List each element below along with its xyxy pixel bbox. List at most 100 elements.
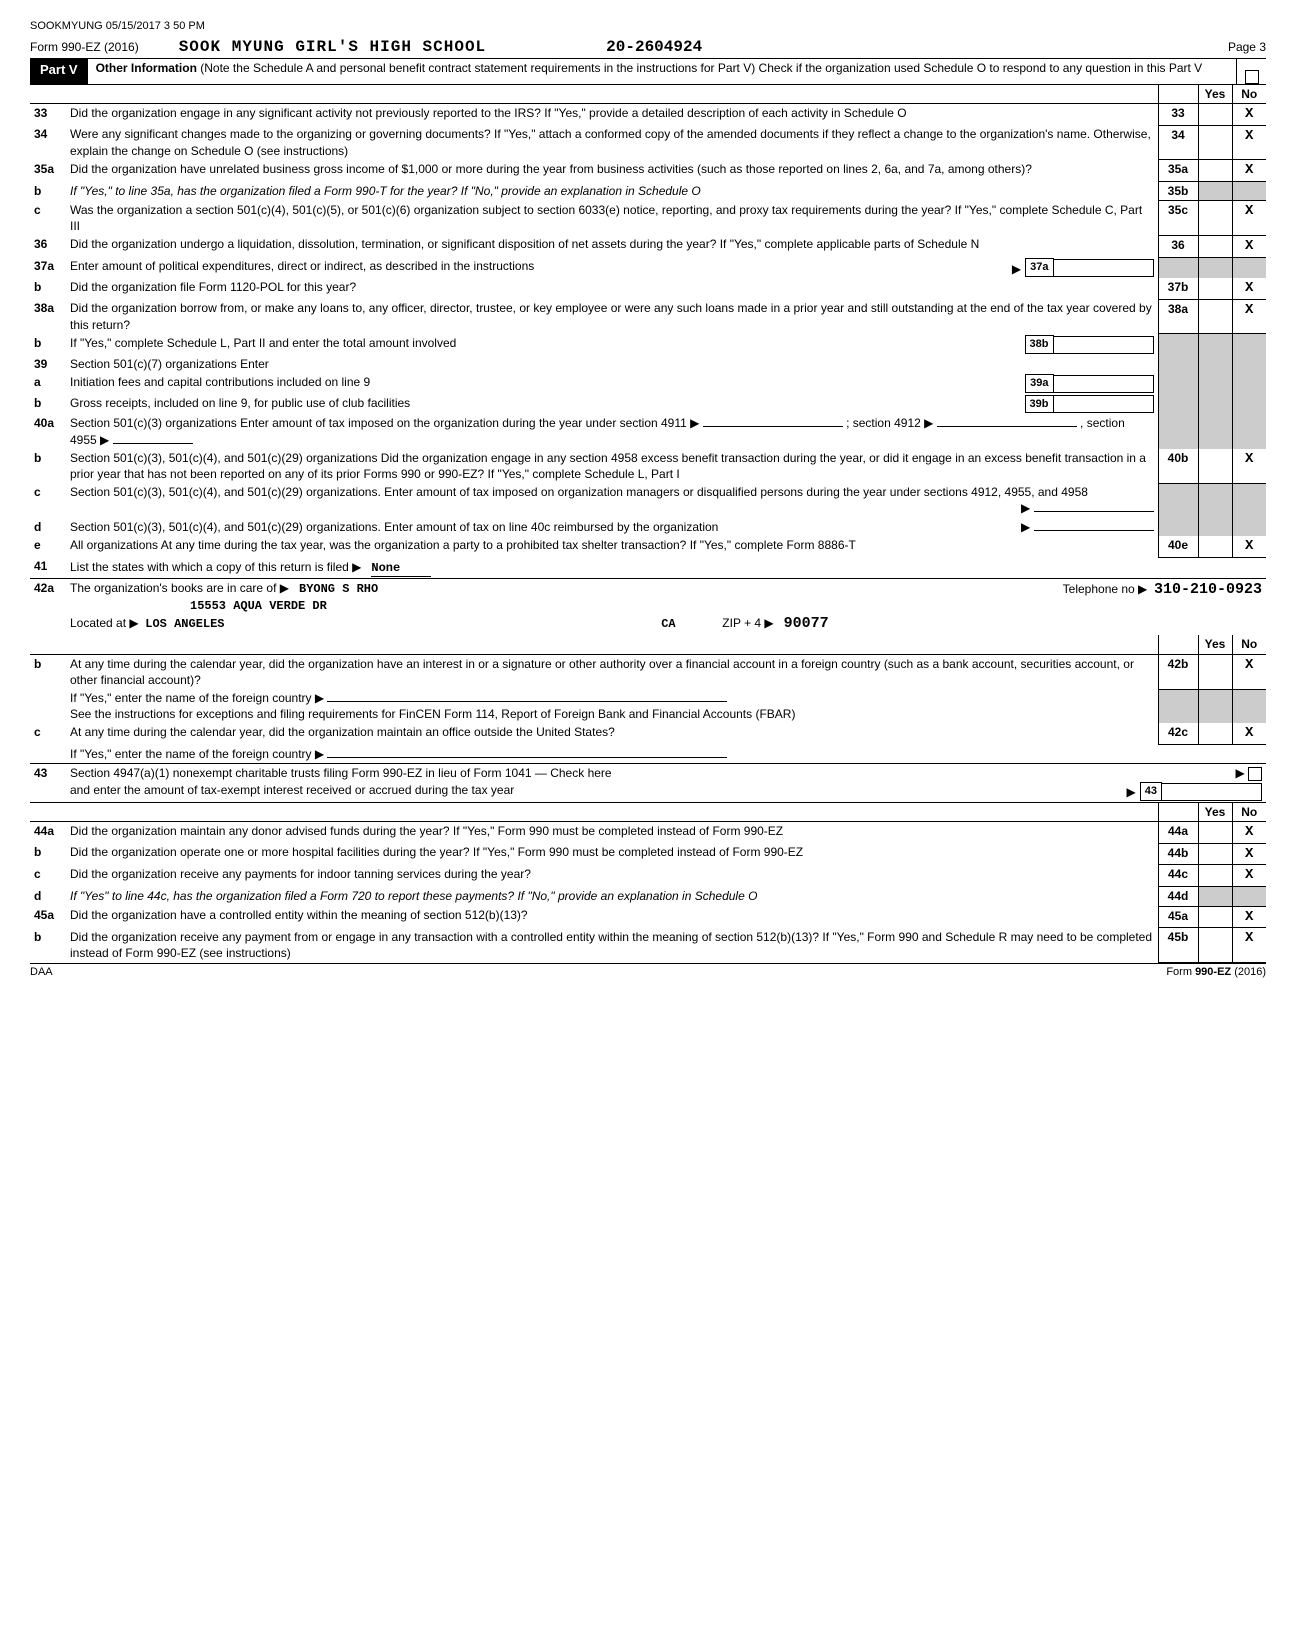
footer-form: Form 990-EZ (2016) xyxy=(1166,966,1266,978)
form-year: Form 990-EZ (2016) xyxy=(30,40,139,54)
line-34-ans: 34 xyxy=(1158,125,1198,159)
line-39a-amount[interactable] xyxy=(1054,375,1154,393)
line-34-no: X xyxy=(1245,128,1253,144)
line-45b-no: X xyxy=(1245,930,1253,946)
line-45a-no: X xyxy=(1245,909,1253,925)
line-37a-box: 37a xyxy=(1025,258,1053,277)
line-39b-amount[interactable] xyxy=(1054,395,1154,413)
telephone-number: 310-210-0923 xyxy=(1154,581,1262,598)
telephone-label: Telephone no ▶ xyxy=(1063,582,1148,596)
zip-label: ZIP + 4 ▶ xyxy=(722,616,773,630)
line-40a-4955-amount[interactable] xyxy=(113,443,193,444)
line-43-checkbox[interactable] xyxy=(1248,767,1262,781)
line-36-ans: 36 xyxy=(1158,235,1198,257)
line-34-text: Were any significant changes made to the… xyxy=(66,125,1158,159)
line-42b-country[interactable] xyxy=(327,701,727,702)
line-45a-num: 45a xyxy=(30,906,66,928)
col-no-header: No xyxy=(1232,85,1266,104)
line-40d-num: d xyxy=(30,518,66,536)
line-44c-ans: 44c xyxy=(1158,865,1198,887)
line-37a-num: 37a xyxy=(30,257,66,278)
line-44a-no: X xyxy=(1245,824,1253,840)
line-44b-num: b xyxy=(30,843,66,865)
line-38a-num: 38a xyxy=(30,299,66,333)
part-v-label: Part V xyxy=(30,59,88,84)
line-35b-text: If "Yes," to line 35a, has the organizat… xyxy=(66,182,1158,201)
line-41-states: None xyxy=(371,560,431,577)
part-v-checkbox-cell xyxy=(1236,59,1266,84)
line-34-num: 34 xyxy=(30,125,66,159)
line-38b-num: b xyxy=(30,334,66,355)
line-39a-num: a xyxy=(30,373,66,394)
line-42b-text: At any time during the calendar year, di… xyxy=(66,654,1158,689)
line-40e-no: X xyxy=(1245,538,1253,554)
line-40d-amount[interactable] xyxy=(1034,530,1154,531)
line-42c-ans: 42c xyxy=(1158,723,1198,744)
schedule-o-checkbox[interactable] xyxy=(1245,70,1259,84)
line-40b-num: b xyxy=(30,449,66,483)
line-35c-ans: 35c xyxy=(1158,201,1198,235)
line-40e-text: All organizations At any time during the… xyxy=(66,536,1158,557)
line-42b-ans: 42b xyxy=(1158,654,1198,689)
line-42c-text2: If "Yes," enter the name of the foreign … xyxy=(66,745,1266,764)
line-40a-4911-amount[interactable] xyxy=(703,426,843,427)
questions-table: Yes No 33 Did the organization engage in… xyxy=(30,85,1266,963)
line-43-box: 43 xyxy=(1140,782,1162,801)
line-40c-amount[interactable] xyxy=(1034,511,1154,512)
books-city: LOS ANGELES xyxy=(145,617,224,631)
page-number: Page 3 xyxy=(1228,40,1266,54)
line-35a-num: 35a xyxy=(30,160,66,182)
line-45a-ans: 45a xyxy=(1158,906,1198,928)
located-at-label: Located at ▶ xyxy=(70,616,139,630)
line-42a-num: 42a xyxy=(30,578,66,635)
line-41-text: List the states with which a copy of thi… xyxy=(66,557,1266,578)
org-name: SOOK MYUNG GIRL'S HIGH SCHOOL xyxy=(179,38,486,56)
line-42c-num: c xyxy=(30,723,66,744)
line-40c-text: Section 501(c)(3), 501(c)(4), and 501(c)… xyxy=(66,483,1158,517)
line-45b-num: b xyxy=(30,928,66,962)
line-42c-no: X xyxy=(1245,725,1253,741)
line-42a-row: The organization's books are in care of … xyxy=(66,578,1266,635)
line-35b-num: b xyxy=(30,182,66,201)
part-v-title: Other Information (Note the Schedule A a… xyxy=(88,59,1236,84)
line-45b-text: Did the organization receive any payment… xyxy=(66,928,1158,962)
print-stamp: SOOKMYUNG 05/15/2017 3 50 PM xyxy=(30,20,1266,32)
line-42c-country[interactable] xyxy=(327,757,727,758)
line-33-ans: 33 xyxy=(1158,104,1198,126)
line-33-no: X xyxy=(1245,106,1253,122)
line-42b-text2: If "Yes," enter the name of the foreign … xyxy=(66,689,1158,723)
line-44c-text: Did the organization receive any payment… xyxy=(66,865,1158,887)
line-35c-num: c xyxy=(30,201,66,235)
line-39a-box: 39a xyxy=(1025,374,1053,393)
line-38b-amount[interactable] xyxy=(1054,336,1154,354)
line-36-no: X xyxy=(1245,238,1253,254)
line-44b-text: Did the organization operate one or more… xyxy=(66,843,1158,865)
line-40c-num: c xyxy=(30,483,66,517)
line-42c-text: At any time during the calendar year, di… xyxy=(66,723,1158,744)
line-40a-4912-amount[interactable] xyxy=(937,426,1077,427)
line-44a-num: 44a xyxy=(30,821,66,843)
line-33-num: 33 xyxy=(30,104,66,126)
line-36-text: Did the organization undergo a liquidati… xyxy=(66,235,1158,257)
line-43-amount[interactable] xyxy=(1162,783,1262,801)
line-35c-no: X xyxy=(1245,203,1253,219)
line-44d-ans: 44d xyxy=(1158,887,1198,906)
part-v-title-rest: (Note the Schedule A and personal benefi… xyxy=(197,61,1202,75)
line-45a-text: Did the organization have a controlled e… xyxy=(66,906,1158,928)
line-44a-text: Did the organization maintain any donor … xyxy=(66,821,1158,843)
col-yes-header-3: Yes xyxy=(1198,802,1232,821)
books-zip: 90077 xyxy=(784,615,829,632)
page-footer: DAA Form 990-EZ (2016) xyxy=(30,963,1266,978)
line-39a-text: Initiation fees and capital contribution… xyxy=(66,373,1158,394)
line-44c-num: c xyxy=(30,865,66,887)
books-address: 15553 AQUA VERDE DR xyxy=(190,599,327,613)
line-37b-text: Did the organization file Form 1120-POL … xyxy=(66,278,1158,299)
line-37b-ans: 37b xyxy=(1158,278,1198,299)
line-39b-box: 39b xyxy=(1025,395,1054,414)
line-44a-ans: 44a xyxy=(1158,821,1198,843)
part-v-title-bold: Other Information xyxy=(96,61,197,75)
line-36-num: 36 xyxy=(30,235,66,257)
line-40e-num: e xyxy=(30,536,66,557)
line-37a-amount[interactable] xyxy=(1054,259,1154,277)
line-44d-num: d xyxy=(30,887,66,906)
